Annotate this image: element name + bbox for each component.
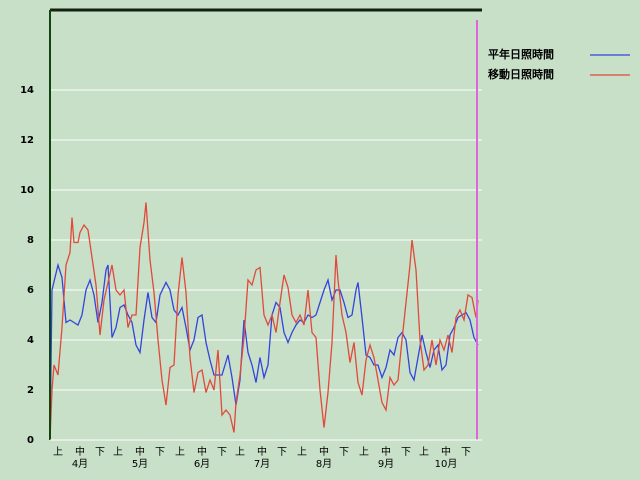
- month-label: 5月: [132, 458, 148, 470]
- x-tick-label: 下: [217, 447, 227, 458]
- x-tick-label: 下: [461, 447, 471, 458]
- x-tick-label: 下: [401, 447, 411, 458]
- x-tick-label: 中: [441, 445, 451, 458]
- x-tick-label: 中: [319, 445, 329, 458]
- y-tick-label: 14: [20, 85, 34, 96]
- y-tick-label: 2: [27, 385, 34, 396]
- x-tick-label: 上: [53, 446, 63, 458]
- month-label: 10月: [435, 458, 458, 470]
- plot: [49, 202, 479, 441]
- legend-label: 平年日照時間: [488, 47, 554, 61]
- x-tick-label: 上: [419, 446, 429, 458]
- month-label: 4月: [72, 458, 88, 470]
- x-tick-label: 中: [135, 445, 145, 458]
- month-label: 6月: [194, 458, 210, 470]
- x-tick-label: 上: [235, 446, 245, 458]
- x-tick-label: 中: [381, 445, 391, 458]
- month-label: 7月: [254, 458, 270, 470]
- x-tick-label: 下: [155, 447, 165, 458]
- y-tick-label: 12: [20, 135, 34, 146]
- x-tick-label: 中: [75, 445, 85, 458]
- x-tick-label: 下: [95, 447, 105, 458]
- series-line: [49, 202, 479, 441]
- x-tick-label: 上: [359, 446, 369, 458]
- month-label: 8月: [316, 458, 332, 470]
- x-tick-label: 上: [113, 446, 123, 458]
- month-label: 9月: [378, 458, 394, 470]
- y-tick-label: 10: [20, 185, 34, 196]
- x-tick-label: 上: [175, 446, 185, 458]
- x-tick-label: 下: [277, 447, 287, 458]
- x-tick-label: 下: [339, 447, 349, 458]
- x-tick-label: 中: [197, 445, 207, 458]
- x-tick-label: 中: [257, 445, 267, 458]
- x-tick-label: 上: [297, 446, 307, 458]
- y-tick-label: 8: [27, 235, 34, 246]
- y-tick-label: 0: [27, 435, 34, 446]
- y-tick-label: 4: [27, 335, 34, 346]
- series-line: [49, 262, 479, 441]
- legend-label: 移動日照時間: [488, 67, 554, 81]
- y-tick-label: 6: [27, 285, 34, 296]
